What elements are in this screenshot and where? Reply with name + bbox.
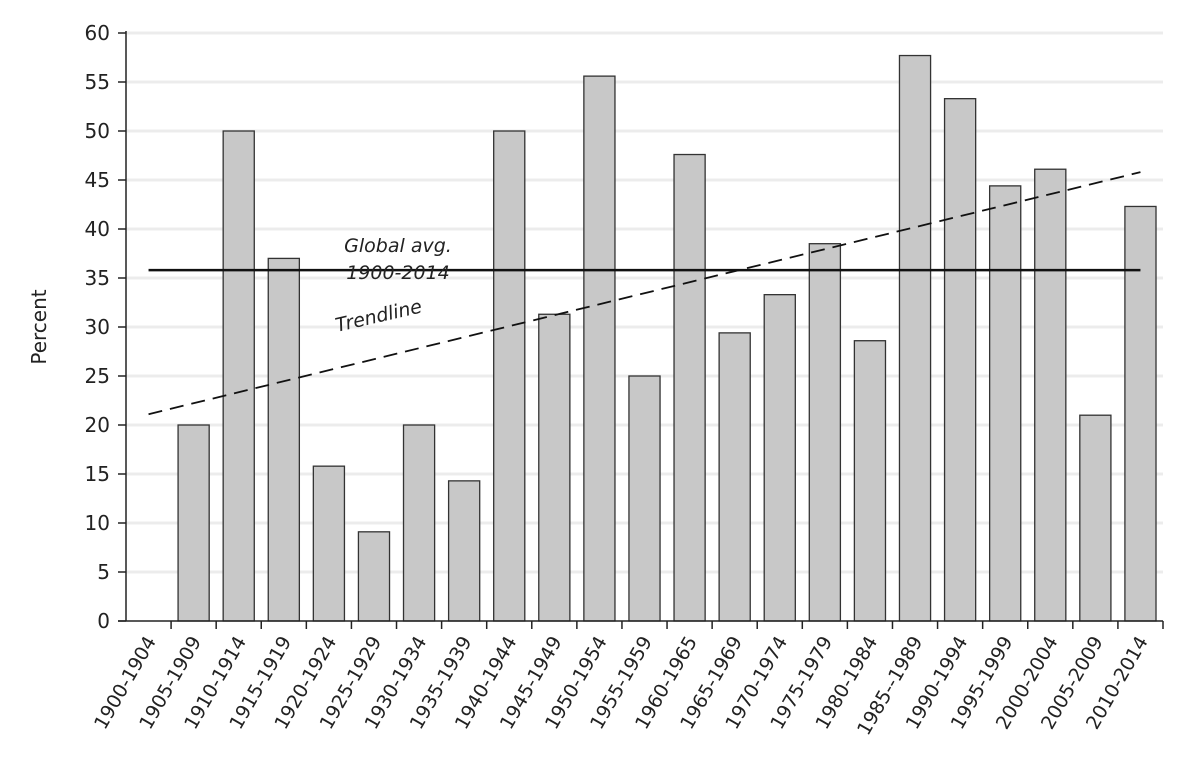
y-tick-label: 40 [85,217,110,241]
bar [177,424,210,622]
avg-label-line2: 1900-2014 [346,262,450,284]
y-tick-label: 0 [97,609,110,633]
bar [1034,168,1067,622]
y-tick-label: 50 [85,119,110,143]
bar [673,153,706,622]
bar [538,313,571,622]
bar [808,243,842,622]
y-tick-label: 30 [85,315,110,339]
bar [628,375,661,622]
y-tick-label: 35 [85,266,110,290]
bar [988,185,1022,622]
bar [943,98,977,622]
y-tick-label: 45 [85,168,110,192]
bar [447,480,481,622]
trendline [148,171,1141,416]
bar [583,75,616,622]
bar [312,465,346,622]
bar [402,424,436,622]
trendline-label: Trendline [333,296,424,337]
y-tick-label: 25 [85,364,110,388]
bar [1079,414,1112,622]
y-tick-label: 55 [85,70,110,94]
y-tick-label: 5 [97,560,110,584]
bar [222,130,255,622]
bar [718,332,751,622]
avg-label-line1: Global avg. [344,235,452,257]
bar [763,294,796,622]
bar [853,340,887,622]
bar [357,531,391,622]
y-tick-label: 15 [85,462,110,486]
y-axis-label: Percent [27,289,51,364]
bar [493,130,526,622]
bar [898,54,932,622]
bar [267,257,301,622]
bar [1124,205,1157,622]
y-tick-label: 60 [85,21,110,45]
y-tick-label: 20 [85,413,110,437]
y-tick-label: 10 [85,511,110,535]
